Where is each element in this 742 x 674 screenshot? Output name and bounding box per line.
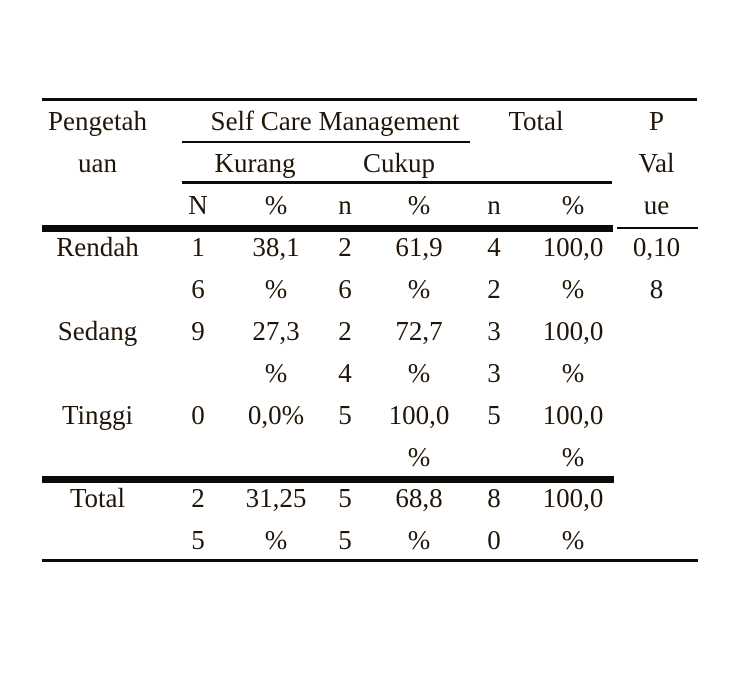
table-cell: 61,9 % <box>395 232 443 304</box>
measure-header-pct-kurang: % <box>264 190 288 220</box>
results-table: Pengetah uan Self Care Management Total … <box>42 100 698 560</box>
table-cell: 27,3 % <box>252 316 300 388</box>
table-top-rule <box>42 98 697 101</box>
row-label-total: Total <box>69 483 126 513</box>
row-label-tinggi: Tinggi <box>61 400 134 430</box>
table-cell-p-value <box>615 310 698 394</box>
table-cell: 100,0 % <box>542 400 604 472</box>
column-group-total: Total <box>508 106 564 136</box>
table-cell: 1 6 <box>191 232 205 304</box>
measure-header-n-total: n <box>487 190 501 220</box>
table-cell: 100,0 % <box>388 400 450 472</box>
table-cell: 68,8 % <box>395 483 443 555</box>
table-cell: 100,0 % <box>542 232 604 304</box>
table-cell-p-value <box>615 394 698 477</box>
table-cell: 4 2 <box>487 232 501 304</box>
table-cell: 38,1 % <box>252 232 300 304</box>
column-header-pengetahuan: Pengetah uan <box>48 106 147 178</box>
table-cell: 5 <box>487 400 501 430</box>
table-cell: 0 <box>191 400 205 430</box>
table-cell: 31,25 % <box>245 483 307 555</box>
table-cell: 2 6 <box>338 232 352 304</box>
column-subheader-cukup: Cukup <box>362 148 435 178</box>
table-cell: 5 5 <box>338 483 352 555</box>
measure-header-n-kurang: N <box>188 190 208 220</box>
table-bottom-rule <box>42 559 698 562</box>
table-cell-p-value: 0,10 8 <box>632 232 681 304</box>
header-bottom-rule-pvalue <box>617 227 698 229</box>
table-cell: 0,0% <box>247 400 305 430</box>
header-bottom-rule <box>42 225 613 232</box>
measure-header-pct-total: % <box>561 190 585 220</box>
table-cell: 2 5 <box>191 483 205 555</box>
table-cell: 2 4 <box>338 316 352 388</box>
measure-header-pct-cukup: % <box>407 190 431 220</box>
table-cell: 5 <box>338 400 352 430</box>
column-header-p-value: P Val ue <box>638 106 675 220</box>
scm-underline-rule <box>182 141 470 143</box>
row-label-sedang: Sedang <box>57 316 138 346</box>
table-cell: 3 3 <box>487 316 501 388</box>
measure-header-n-cukup: n <box>338 190 352 220</box>
total-separator-rule <box>42 476 614 483</box>
table-cell: 8 0 <box>487 483 501 555</box>
column-group-self-care-management: Self Care Management <box>210 106 460 136</box>
row-label-rendah: Rendah <box>56 232 139 262</box>
table-cell: 100,0 % <box>542 316 604 388</box>
subheader-underline-rule <box>182 181 612 184</box>
table-cell: 100,0 % <box>542 483 604 555</box>
table-cell: 72,7 % <box>395 316 443 388</box>
table-cell: 9 <box>191 316 205 346</box>
column-subheader-kurang: Kurang <box>214 148 296 178</box>
table-cell-p-value <box>615 477 698 560</box>
